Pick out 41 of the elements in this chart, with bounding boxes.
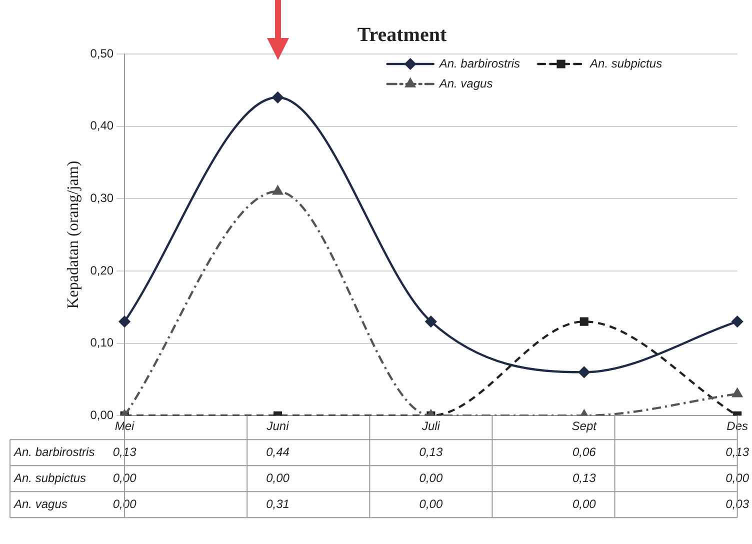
y-tick-label: 0,30 <box>90 190 114 205</box>
text: An. subpictus <box>14 470 86 485</box>
point <box>732 388 742 398</box>
data-label: 0,00 <box>112 470 137 485</box>
data-label: 0,13 <box>726 444 750 459</box>
point <box>580 317 588 326</box>
data-label: 0,03 <box>726 496 750 511</box>
x-tick-label: Mei <box>114 419 135 434</box>
data-label: 0,31 <box>266 496 290 511</box>
data-label: 0,00 <box>112 496 137 511</box>
point <box>272 186 283 195</box>
y-tick-label: 0,20 <box>90 263 114 278</box>
point <box>732 316 743 328</box>
data-label: 0,13 <box>112 444 137 459</box>
x-tick-label: Juni <box>266 419 290 434</box>
text: An. barbirostris <box>14 444 95 459</box>
data-label: 0,44 <box>266 444 290 459</box>
data-label: 0,00 <box>726 470 750 485</box>
x-tick-label: Sept <box>572 419 598 434</box>
point <box>425 316 437 328</box>
legend-label: An. subpictus <box>589 56 662 70</box>
data-label: 0,13 <box>572 470 596 485</box>
data-label: 0,00 <box>419 496 443 511</box>
text: An. vagus <box>14 496 68 511</box>
y-tick-label: 0,00 <box>90 408 114 422</box>
legend-label: An. vagus <box>438 76 493 90</box>
data-label: 0,06 <box>572 444 596 459</box>
x-tick-label: Juli <box>420 419 440 434</box>
data-label: 0,13 <box>419 444 443 459</box>
data-label: 0,00 <box>572 496 596 511</box>
y-tick-label: 0,10 <box>90 336 114 350</box>
point <box>118 316 130 328</box>
chart-title: Treatment <box>357 24 447 46</box>
point <box>272 92 284 103</box>
x-tick-label: Des <box>726 419 748 434</box>
data-label: 0,00 <box>419 470 443 485</box>
y-tick-label: 0,40 <box>90 118 114 133</box>
legend-label: An. barbirostris <box>438 56 520 70</box>
y-tick-label: 0,50 <box>90 46 114 60</box>
y-axis-title: Kepadatan (orang/jam) <box>64 160 82 309</box>
data-label: 0,00 <box>266 470 290 485</box>
